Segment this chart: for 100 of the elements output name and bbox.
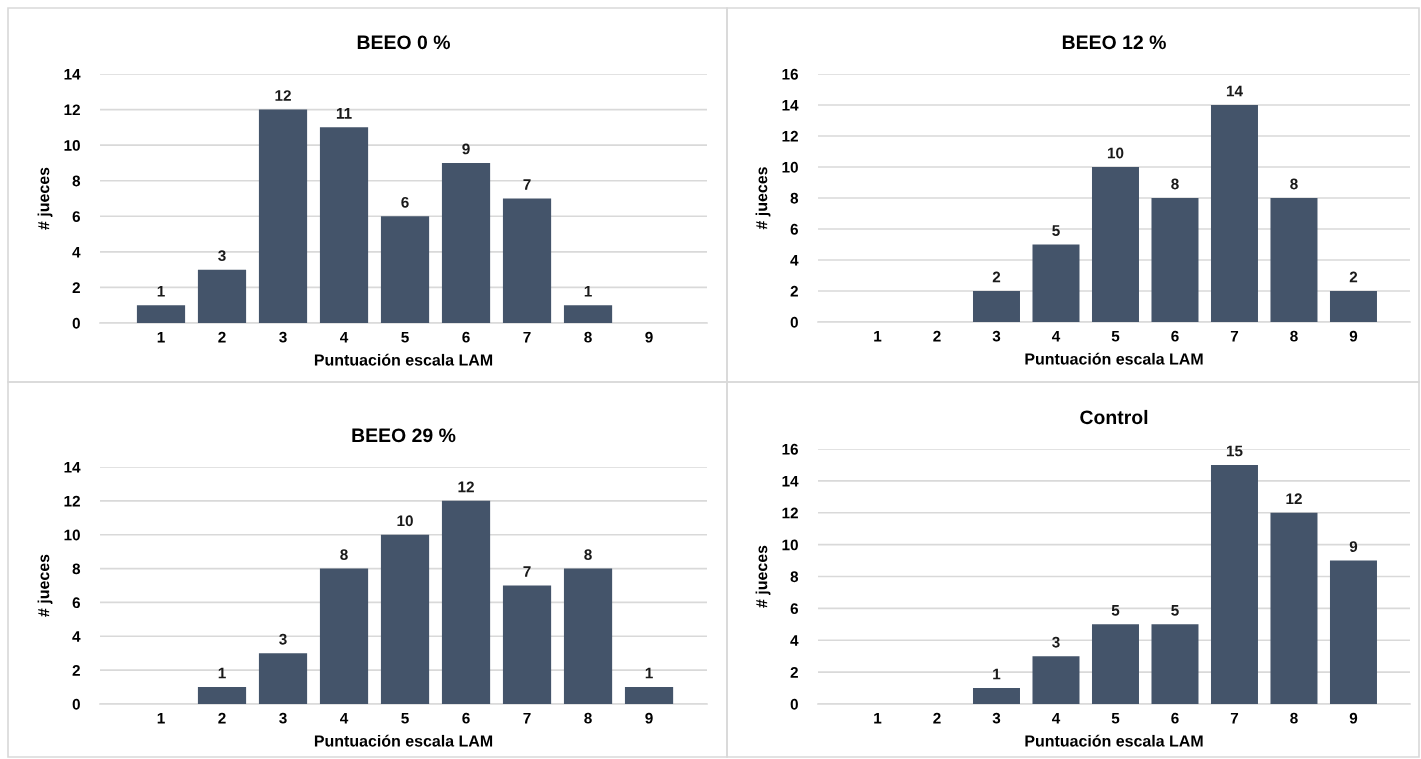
y-tick-label: 6 [790, 223, 798, 235]
bar [1091, 624, 1139, 704]
x-tick-label: 5 [1111, 712, 1120, 724]
data-label: 12 [458, 481, 474, 493]
bar [1270, 198, 1318, 322]
bar [563, 305, 613, 323]
x-tick-label: 8 [1290, 712, 1298, 724]
bar [380, 534, 430, 704]
x-tick-label: 5 [1111, 330, 1120, 342]
chart-title: BEEO 12 % [1062, 35, 1166, 50]
x-tick-label: 7 [523, 712, 531, 724]
x-tick-label: 3 [279, 712, 287, 724]
x-axis-title: Puntuación escala LAM [314, 353, 493, 366]
bar [624, 687, 674, 704]
chart-title: Control [1080, 409, 1148, 425]
bar [1151, 198, 1199, 322]
bar [1270, 512, 1318, 704]
y-tick-label: 4 [72, 631, 81, 642]
x-tick-label: 2 [933, 330, 941, 342]
x-tick-label: 1 [874, 330, 882, 342]
data-label: 10 [1107, 147, 1124, 159]
x-tick-label: 2 [218, 331, 226, 343]
bar [1032, 656, 1080, 704]
data-label: 3 [1052, 636, 1060, 648]
y-tick-label: 12 [782, 507, 798, 519]
y-tick-label: 8 [790, 571, 799, 583]
x-tick-label: 6 [1171, 330, 1179, 342]
data-label: 6 [401, 196, 409, 208]
bar [319, 568, 369, 704]
x-tick-label: 6 [1171, 712, 1179, 724]
bar [441, 500, 491, 704]
y-tick-label: 16 [782, 443, 799, 455]
chart-title: BEEO 29 % [352, 428, 456, 443]
bar [1210, 105, 1258, 322]
data-label: 8 [340, 549, 348, 560]
y-tick-label: 6 [72, 211, 80, 222]
bar [136, 305, 186, 323]
y-axis-title: # jueces [755, 167, 771, 230]
x-tick-label: 9 [1349, 330, 1358, 342]
y-tick-label: 8 [72, 563, 81, 575]
bar [319, 127, 369, 323]
data-label: 9 [1349, 541, 1358, 552]
x-tick-label: 3 [992, 712, 1001, 724]
x-tick-label: 9 [645, 331, 653, 343]
data-label: 14 [1226, 85, 1243, 97]
y-tick-label: 6 [790, 603, 798, 615]
x-axis-title: Puntuación escala LAM [314, 734, 493, 747]
y-tick-label: 10 [64, 529, 80, 541]
bar [1329, 560, 1377, 704]
y-tick-label: 8 [790, 192, 799, 204]
x-tick-label: 5 [401, 331, 409, 343]
y-tick-label: 12 [64, 104, 80, 116]
x-tick-label: 8 [584, 331, 592, 343]
bar [258, 653, 308, 704]
bar [502, 198, 552, 323]
y-tick-label: 16 [782, 68, 799, 80]
y-tick-label: 14 [782, 100, 799, 111]
data-label: 2 [1349, 271, 1358, 283]
y-tick-label: 10 [782, 161, 798, 173]
y-tick-label: 6 [72, 597, 80, 609]
chart-title: BEEO 0 % [357, 35, 450, 50]
x-tick-label: 9 [645, 712, 653, 724]
x-tick-label: 3 [279, 331, 287, 343]
bar [441, 162, 491, 323]
bar [972, 688, 1020, 704]
x-tick-label: 9 [1349, 712, 1358, 724]
y-tick-label: 4 [72, 246, 81, 258]
bar [380, 216, 430, 323]
bar [563, 568, 613, 704]
y-axis-title: # jueces [37, 167, 53, 230]
bar [972, 291, 1020, 322]
y-axis-title: # jueces [37, 554, 53, 617]
data-label: 1 [645, 667, 653, 679]
data-label: 8 [1290, 178, 1298, 190]
data-label: 5 [1052, 225, 1060, 236]
bar [502, 585, 552, 704]
y-tick-label: 0 [790, 316, 798, 328]
data-label: 15 [1226, 445, 1243, 457]
data-label: 7 [523, 566, 531, 577]
x-tick-label: 4 [340, 331, 349, 343]
y-tick-label: 14 [64, 69, 81, 80]
y-tick-label: 12 [64, 495, 80, 507]
x-tick-label: 7 [1230, 330, 1239, 342]
bar [1151, 624, 1199, 704]
x-tick-label: 6 [462, 712, 470, 724]
x-axis-title: Puntuación escala LAM [1025, 352, 1203, 365]
x-tick-label: 1 [157, 331, 165, 343]
data-label: 5 [1171, 605, 1179, 616]
data-label: 12 [1286, 493, 1302, 505]
x-tick-label: 4 [1051, 330, 1061, 342]
x-tick-label: 5 [401, 712, 409, 724]
bar [1329, 291, 1377, 322]
data-label: 12 [275, 90, 291, 101]
x-axis-title: Puntuación escala LAM [1025, 734, 1203, 747]
x-tick-label: 2 [218, 712, 226, 724]
data-label: 8 [1171, 178, 1179, 190]
y-tick-label: 10 [782, 539, 798, 551]
data-label: 9 [462, 143, 470, 155]
y-tick-label: 14 [782, 475, 799, 487]
y-tick-label: 14 [64, 462, 81, 473]
